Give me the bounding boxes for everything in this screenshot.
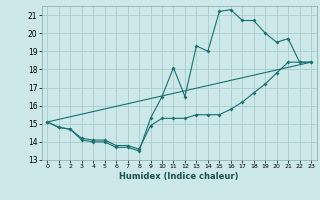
X-axis label: Humidex (Indice chaleur): Humidex (Indice chaleur) [119,172,239,181]
